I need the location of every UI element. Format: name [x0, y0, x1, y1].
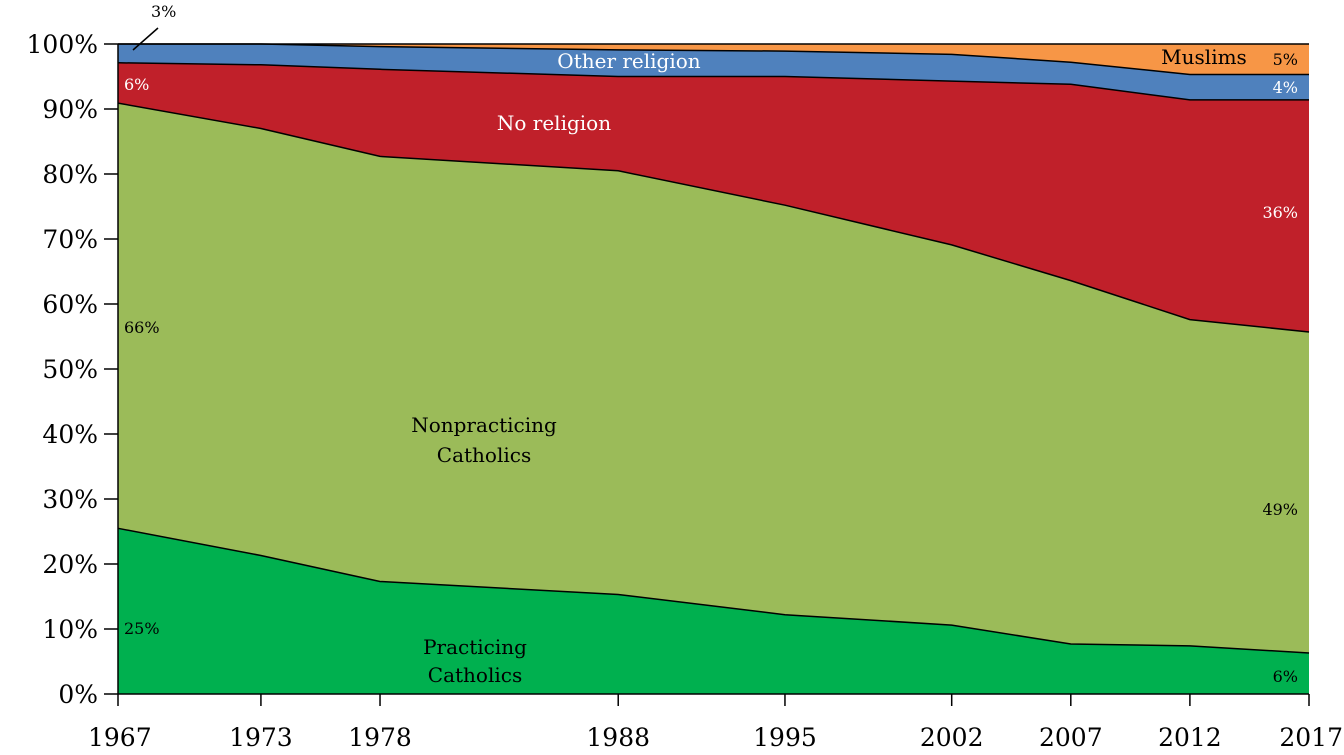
area-other-religion	[118, 44, 1309, 100]
annotation-25pct: 25%	[124, 619, 160, 638]
boundary-no-religion	[117, 62, 1309, 101]
area-practicing-catholics	[118, 528, 1309, 694]
y-tick-label: 80%	[42, 160, 98, 189]
boundary-other-religion	[118, 43, 1309, 76]
y-tick-label: 90%	[42, 95, 98, 124]
y-tick-label: 40%	[42, 420, 98, 449]
annotation-4pct: 4%	[1273, 78, 1298, 97]
x-ticks: 1967 1973 1978 1988 1995 2002 2007 2012 2017	[88, 694, 1343, 752]
annotation-5pct: 5%	[1273, 50, 1298, 69]
x-tick-label: 1995	[753, 723, 817, 752]
annotation-3pct: 3%	[151, 2, 176, 21]
leader-line-3pct	[132, 27, 159, 51]
x-tick-label: 2002	[920, 723, 984, 752]
y-tick-label: 50%	[42, 355, 98, 384]
x-tick-label: 2012	[1158, 723, 1222, 752]
label-practicing-line2: Catholics	[428, 663, 522, 687]
x-tick-label: 1973	[229, 723, 293, 752]
annotation-6pct-no-religion: 6%	[124, 75, 149, 94]
y-tick-label: 20%	[42, 550, 98, 579]
series-boundaries	[117, 43, 1310, 654]
label-muslims: Muslims	[1161, 45, 1247, 69]
label-no-religion: No religion	[497, 111, 611, 135]
label-practicing-line1: Practicing	[423, 635, 527, 659]
y-tick-label: 100%	[27, 30, 98, 59]
y-tick-label: 0%	[58, 680, 98, 709]
area-no-religion	[118, 62, 1309, 333]
x-tick-label: 2007	[1039, 723, 1103, 752]
y-tick-label: 10%	[42, 615, 98, 644]
x-tick-label: 2017	[1279, 723, 1343, 752]
area-layers	[118, 44, 1309, 694]
y-tick-label: 70%	[42, 225, 98, 254]
label-nonpracticing-line2: Catholics	[437, 443, 531, 467]
x-tick-label: 1967	[88, 723, 152, 752]
annotation-66pct: 66%	[124, 318, 160, 337]
x-tick-label: 1988	[586, 723, 650, 752]
label-other-religion: Other religion	[557, 49, 700, 73]
annotation-6pct-practicing: 6%	[1273, 667, 1298, 686]
label-nonpracticing-line1: Nonpracticing	[411, 413, 557, 437]
annotation-49pct: 49%	[1262, 500, 1298, 519]
y-tick-label: 60%	[42, 290, 98, 319]
boundary-practicing-catholics	[117, 527, 1310, 654]
area-nonpracticing-catholics	[118, 103, 1309, 654]
x-tick-label: 1978	[348, 723, 412, 752]
area-muslims	[118, 44, 1309, 75]
y-tick-label: 30%	[42, 485, 98, 514]
boundary-nonpracticing-catholics	[117, 102, 1310, 333]
y-ticks: 0% 10% 20% 30% 40% 50% 60% 70% 80% 90% 100%	[27, 30, 118, 709]
annotation-36pct: 36%	[1262, 203, 1298, 222]
